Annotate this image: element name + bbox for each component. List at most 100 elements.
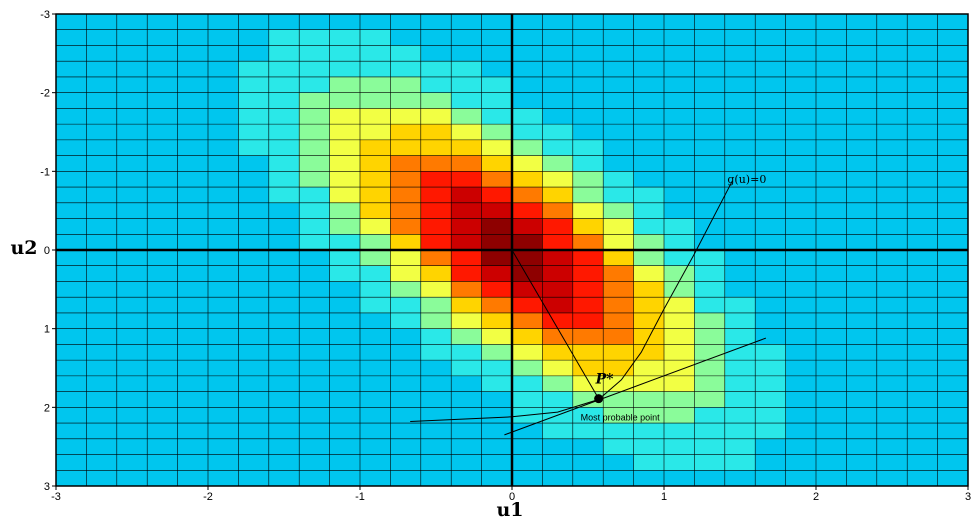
heat-cell	[542, 187, 574, 204]
heat-cell	[542, 328, 574, 345]
heat-cell	[329, 187, 361, 204]
heat-cell	[268, 92, 300, 109]
heat-cell	[238, 76, 270, 93]
heat-cell	[603, 281, 634, 298]
heat-cell	[542, 139, 574, 156]
heat-cell	[329, 61, 361, 78]
heat-cell	[512, 265, 543, 282]
heat-cell	[329, 234, 361, 251]
heat-cell	[542, 423, 574, 440]
heat-cell	[664, 360, 695, 377]
heat-cell	[542, 171, 574, 188]
heat-cell	[329, 76, 361, 93]
heat-cell	[572, 423, 604, 440]
x-tick-label: 2	[813, 491, 819, 503]
heat-cell	[481, 312, 513, 329]
x-tick-label: 1	[661, 491, 667, 503]
heat-cell	[572, 139, 604, 156]
heat-cell	[724, 297, 756, 314]
heat-cell	[390, 265, 422, 282]
heat-cell	[420, 328, 452, 345]
heat-cell	[724, 407, 756, 424]
limit-state-label: g(u)=0	[727, 173, 766, 186]
heat-cell	[694, 407, 726, 424]
y-tick-label: 3	[44, 481, 50, 493]
heat-cell	[542, 234, 574, 251]
heat-cell	[481, 344, 513, 361]
heat-cell	[329, 265, 361, 282]
heat-cell	[572, 187, 604, 204]
heat-cell	[694, 423, 726, 440]
heat-cell	[481, 328, 513, 345]
heat-cell	[299, 92, 330, 109]
x-tick-label: -3	[51, 491, 61, 503]
y-tick-label: -2	[40, 88, 50, 100]
heat-cell	[572, 218, 604, 235]
heat-cell	[451, 297, 482, 314]
heat-cell	[694, 265, 726, 282]
heat-cell	[572, 360, 604, 377]
heat-cell	[603, 265, 634, 282]
heat-cell	[451, 312, 482, 329]
heat-cell	[603, 312, 634, 329]
heat-cell	[360, 124, 391, 141]
heat-cell	[603, 218, 634, 235]
heat-cell	[542, 360, 574, 377]
y-tick-label: 0	[44, 245, 50, 257]
heat-cell	[481, 375, 513, 392]
heat-cell	[755, 407, 786, 424]
heat-cell	[451, 265, 482, 282]
heat-cell	[420, 187, 452, 204]
heat-cell	[390, 139, 422, 156]
heat-cell	[633, 344, 665, 361]
heat-cell	[390, 281, 422, 298]
heat-cell	[451, 344, 482, 361]
heat-cell	[572, 250, 604, 267]
heat-cell	[390, 234, 422, 251]
heat-cell	[664, 391, 695, 408]
heat-cell	[451, 155, 482, 172]
heat-cell	[390, 202, 422, 219]
heat-cell	[420, 234, 452, 251]
heat-cell	[268, 139, 300, 156]
heat-cell	[299, 202, 330, 219]
heat-cell	[603, 328, 634, 345]
x-tick-label: -2	[203, 491, 213, 503]
heat-cell	[268, 45, 300, 62]
heat-cell	[664, 438, 695, 455]
heat-cell	[755, 391, 786, 408]
heat-cell	[633, 438, 665, 455]
heat-cell	[694, 281, 726, 298]
heat-cell	[542, 124, 574, 141]
heat-cell	[329, 29, 361, 46]
heat-cell	[451, 61, 482, 78]
heat-cell	[268, 76, 300, 93]
heat-cell	[390, 218, 422, 235]
heat-cell	[268, 187, 300, 204]
heat-cell	[420, 61, 452, 78]
heat-cell	[299, 139, 330, 156]
heat-cell	[664, 297, 695, 314]
heat-cell	[360, 202, 391, 219]
heat-cell	[360, 61, 391, 78]
tick-marks	[52, 13, 969, 490]
heat-cell	[451, 328, 482, 345]
heat-cell	[512, 312, 543, 329]
heat-cell	[360, 171, 391, 188]
heat-cell	[512, 344, 543, 361]
heat-cell	[664, 250, 695, 267]
heat-cell	[299, 171, 330, 188]
heat-cell	[633, 297, 665, 314]
heat-cell	[572, 281, 604, 298]
heat-cell	[633, 218, 665, 235]
heat-cell	[390, 45, 422, 62]
heat-cell	[299, 45, 330, 62]
heat-cell	[603, 297, 634, 314]
heat-cell	[481, 234, 513, 251]
heat-cell	[572, 155, 604, 172]
heat-cell	[390, 171, 422, 188]
design-point-label: P*	[595, 372, 615, 388]
heat-cell	[542, 265, 574, 282]
limit-state-curve	[410, 180, 733, 422]
